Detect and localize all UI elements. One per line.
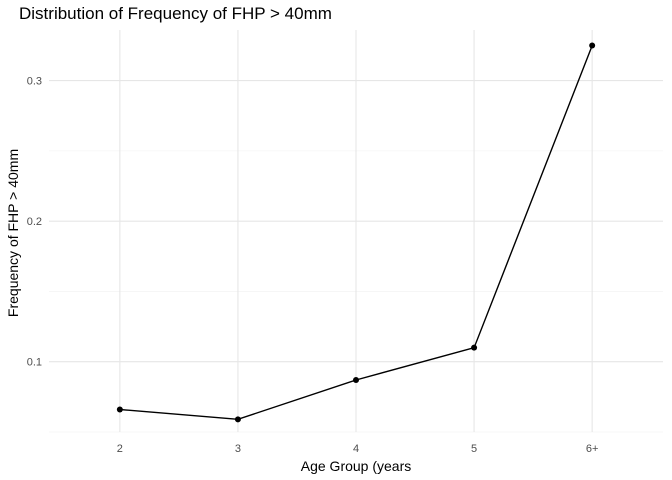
x-tick-label: 3 [235, 443, 241, 455]
y-tick-labels: 0.1 0.2 0.3 [27, 76, 42, 369]
x-tick-label: 5 [471, 443, 477, 455]
y-axis-title: Frequency of FHP > 40mm [5, 149, 21, 317]
data-point [116, 406, 123, 413]
x-tick-label: 4 [353, 443, 359, 455]
data-point [234, 416, 241, 423]
x-tick-label: 2 [117, 443, 123, 455]
y-tick-label: 0.3 [27, 76, 42, 88]
grid [49, 30, 663, 433]
data-points [116, 42, 596, 423]
data-point [589, 42, 596, 49]
data-point [353, 376, 359, 383]
x-axis-title: Age Group (years [301, 458, 412, 474]
data-point [471, 344, 478, 351]
chart-title: Distribution of Frequency of FHP > 40mm [19, 4, 332, 23]
x-tick-label: 6+ [586, 443, 599, 455]
x-tick-labels: 2 3 4 5 6+ [117, 443, 599, 455]
y-tick-label: 0.1 [27, 357, 42, 369]
y-tick-label: 0.2 [27, 216, 42, 228]
